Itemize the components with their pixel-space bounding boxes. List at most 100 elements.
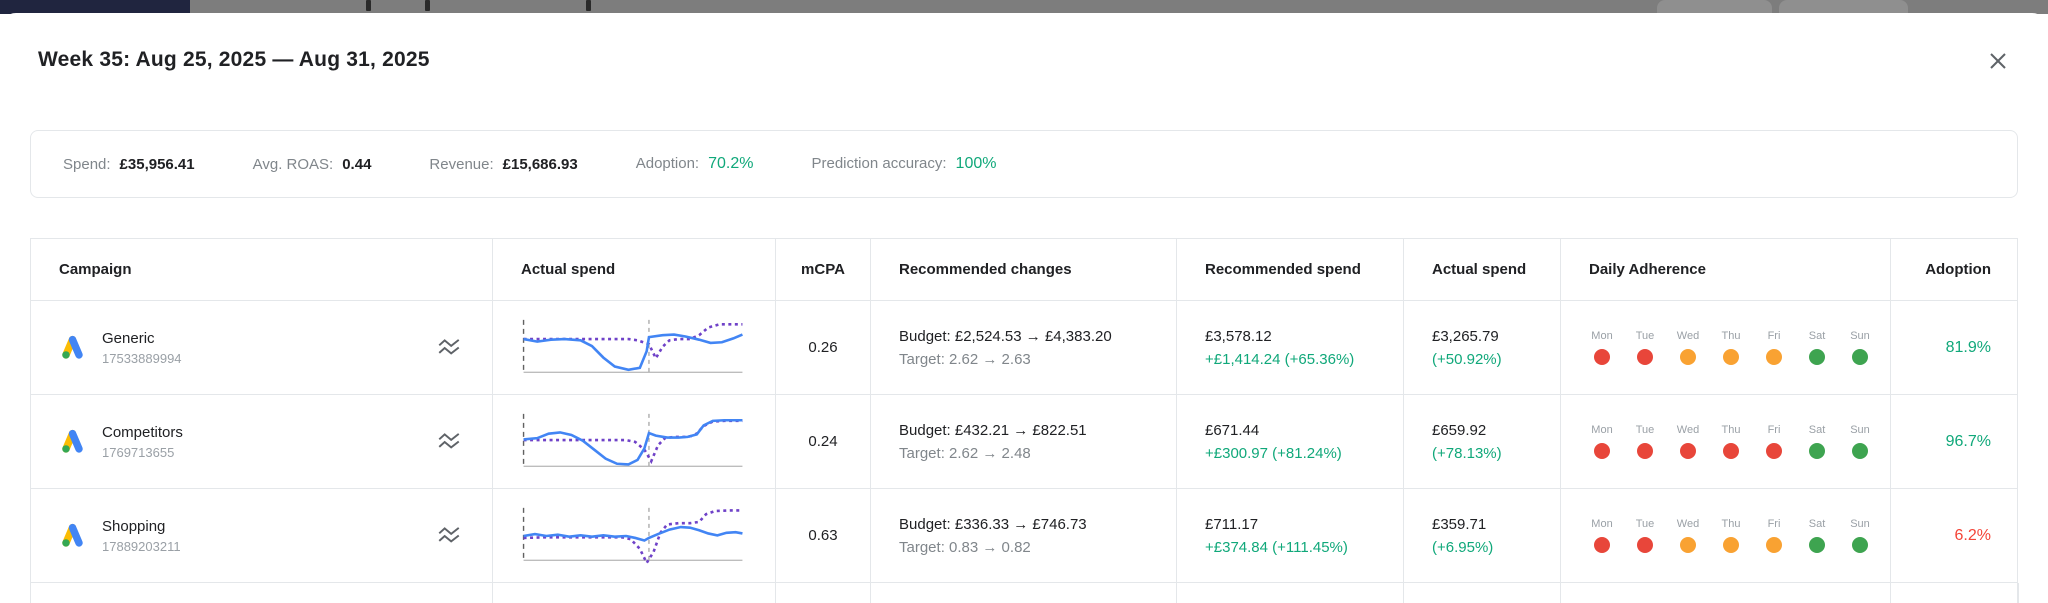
daily-adherence-cell: Mon Tue Wed Thu Fri Sat Sun: [1561, 301, 1891, 394]
adherence-day-thu: Thu: [1718, 518, 1744, 553]
daily-adherence-cell: Mon Tue Wed Thu Fri Sat Sun: [1561, 395, 1891, 488]
adherence-dot-orange: [1680, 537, 1696, 553]
adherence-day-fri: Fri: [1761, 330, 1787, 365]
campaign-cell: Competitors 1769713655: [31, 395, 493, 488]
recommended-spend-cell: £711.17 +£374.84 (+111.45%): [1177, 489, 1404, 582]
adherence-day-tue: Tue: [1632, 518, 1658, 553]
spend-chart-cell: [493, 301, 776, 394]
actual-spend-cell: £359.71 (+6.95%): [1404, 489, 1561, 582]
week-report-modal: Week 35: Aug 25, 2025 — Aug 31, 2025 Spe…: [0, 13, 2048, 603]
day-label: Mon: [1591, 424, 1613, 436]
table-body: Generic 17533889994 0.26 Budget: £2,524.…: [31, 301, 2017, 583]
day-label: Fri: [1767, 330, 1781, 342]
compare-waves-icon[interactable]: [436, 335, 462, 361]
adherence-day-thu: Thu: [1718, 330, 1744, 365]
actual-spend-cell: £3,265.79 (+50.92%): [1404, 301, 1561, 394]
compare-waves-icon[interactable]: [436, 429, 462, 455]
campaign-id: 1769713655: [102, 444, 175, 460]
header-recommended-changes: Recommended changes: [871, 239, 1177, 300]
adherence-day-sat: Sat: [1804, 424, 1830, 459]
recommended-spend-cell: £671.44 +£300.97 (+81.24%): [1177, 395, 1404, 488]
budget-change: Budget: £336.33 → £746.73: [899, 515, 1087, 533]
day-label: Sun: [1850, 424, 1870, 436]
campaign-table: Campaign Actual spend mCPA Recommended c…: [30, 238, 2019, 603]
background-button-shape: [1657, 0, 1772, 14]
campaign-name: Generic: [102, 329, 155, 347]
actual-spend-delta: (+6.95%): [1432, 538, 1494, 556]
adherence-day-sun: Sun: [1847, 424, 1873, 459]
adherence-day-tue: Tue: [1632, 330, 1658, 365]
google-ads-icon: [62, 429, 83, 453]
day-label: Sat: [1808, 330, 1826, 342]
compare-waves-icon[interactable]: [436, 523, 462, 549]
recommended-spend-value: £3,578.12: [1205, 327, 1272, 345]
day-label: Fri: [1767, 424, 1781, 436]
close-button[interactable]: [1980, 43, 2016, 79]
target-change: Target: 0.83 → 0.82: [899, 538, 1031, 556]
adoption-cell: 96.7%: [1945, 432, 1991, 450]
adherence-day-thu: Thu: [1718, 424, 1744, 459]
table-header-row: Campaign Actual spend mCPA Recommended c…: [31, 239, 2017, 301]
header-actual-spend-chart: Actual spend: [493, 239, 776, 300]
adherence-dot-red: [1637, 443, 1653, 459]
spend-sparkline-chart: [519, 410, 747, 474]
adherence-dot-orange: [1766, 349, 1782, 365]
google-ads-icon: [62, 523, 83, 547]
day-label: Thu: [1721, 330, 1741, 342]
header-campaign: Campaign: [31, 239, 493, 300]
actual-spend-value: £659.92: [1432, 421, 1487, 439]
adherence-day-mon: Mon: [1589, 518, 1615, 553]
header-daily-adherence: Daily Adherence: [1561, 239, 1891, 300]
target-change: Target: 2.62 → 2.48: [899, 444, 1031, 462]
day-label: Tue: [1635, 518, 1655, 530]
adherence-day-sun: Sun: [1847, 330, 1873, 365]
adherence-dot-red: [1680, 443, 1696, 459]
summary-avg-roas: Avg. ROAS: 0.44: [252, 155, 372, 173]
adherence-day-wed: Wed: [1675, 518, 1701, 553]
mcpa-cell: 0.26: [776, 301, 871, 394]
adherence-dot-orange: [1766, 537, 1782, 553]
recommended-spend-line: [524, 420, 743, 460]
header-recommended-spend: Recommended spend: [1177, 239, 1404, 300]
scrim-text-artifact: [586, 0, 591, 11]
table-row[interactable]: Generic 17533889994 0.26 Budget: £2,524.…: [31, 301, 2017, 395]
day-label: Mon: [1591, 330, 1613, 342]
table-row[interactable]: Competitors 1769713655 0.24 Budget: £432…: [31, 395, 2017, 489]
campaign-name: Competitors: [102, 423, 183, 441]
adherence-day-mon: Mon: [1589, 424, 1615, 459]
adoption-cell: 6.2%: [1954, 526, 1991, 544]
adherence-day-fri: Fri: [1761, 518, 1787, 553]
adherence-dot-green: [1809, 443, 1825, 459]
day-label: Wed: [1676, 330, 1700, 342]
adherence-dot-red: [1594, 443, 1610, 459]
spend-sparkline-chart: [519, 316, 747, 380]
adherence-day-tue: Tue: [1632, 424, 1658, 459]
day-label: Sun: [1850, 330, 1870, 342]
scrim-text-artifact: [425, 0, 430, 11]
day-label: Thu: [1721, 518, 1741, 530]
adherence-day-wed: Wed: [1675, 330, 1701, 365]
adherence-dot-green: [1809, 537, 1825, 553]
adherence-dot-red: [1637, 537, 1653, 553]
recommended-spend-value: £671.44: [1205, 421, 1260, 439]
recommended-changes-cell: Budget: £432.21 → £822.51 Target: 2.62 →…: [871, 395, 1177, 488]
campaign-id: 17889203211: [102, 538, 181, 554]
summary-adoption: Adoption: 70.2%: [635, 155, 754, 172]
header-mcpa: mCPA: [776, 239, 871, 300]
day-label: Fri: [1767, 518, 1781, 530]
table-row[interactable]: Shopping 17889203211 0.63 Budget: £336.3…: [31, 489, 2017, 583]
recommended-spend-delta: +£374.84 (+111.45%): [1205, 538, 1348, 556]
day-label: Sun: [1850, 518, 1870, 530]
adherence-dot-red: [1766, 443, 1782, 459]
day-label: Wed: [1676, 518, 1700, 530]
scrim-text-artifact: [366, 0, 371, 11]
adherence-day-fri: Fri: [1761, 424, 1787, 459]
actual-spend-delta: (+78.13%): [1432, 444, 1502, 462]
adherence-day-sun: Sun: [1847, 518, 1873, 553]
day-label: Tue: [1635, 424, 1655, 436]
day-label: Thu: [1721, 424, 1741, 436]
mcpa-cell: 0.63: [776, 489, 871, 582]
header-actual-spend: Actual spend: [1404, 239, 1561, 300]
background-button-shape: [1779, 0, 1908, 14]
recommended-changes-cell: Budget: £2,524.53 → £4,383.20 Target: 2.…: [871, 301, 1177, 394]
